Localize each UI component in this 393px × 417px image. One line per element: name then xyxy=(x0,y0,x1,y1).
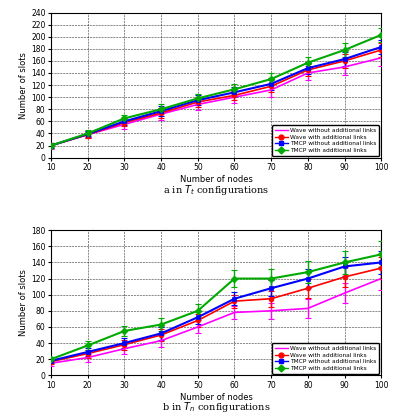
Text: a in $T_t$ configurations: a in $T_t$ configurations xyxy=(163,183,269,197)
Legend: Wave without additional links, Wave with additional links, TMCP without addition: Wave without additional links, Wave with… xyxy=(272,343,380,374)
Y-axis label: Number of slots: Number of slots xyxy=(19,269,28,336)
Y-axis label: Number of slots: Number of slots xyxy=(19,52,28,118)
X-axis label: Number of nodes: Number of nodes xyxy=(180,393,253,402)
Legend: Wave without additional links, Wave with additional links, TMCP without addition: Wave without additional links, Wave with… xyxy=(272,126,380,156)
Text: b in $T_n$ configurations: b in $T_n$ configurations xyxy=(162,400,270,414)
X-axis label: Number of nodes: Number of nodes xyxy=(180,175,253,184)
